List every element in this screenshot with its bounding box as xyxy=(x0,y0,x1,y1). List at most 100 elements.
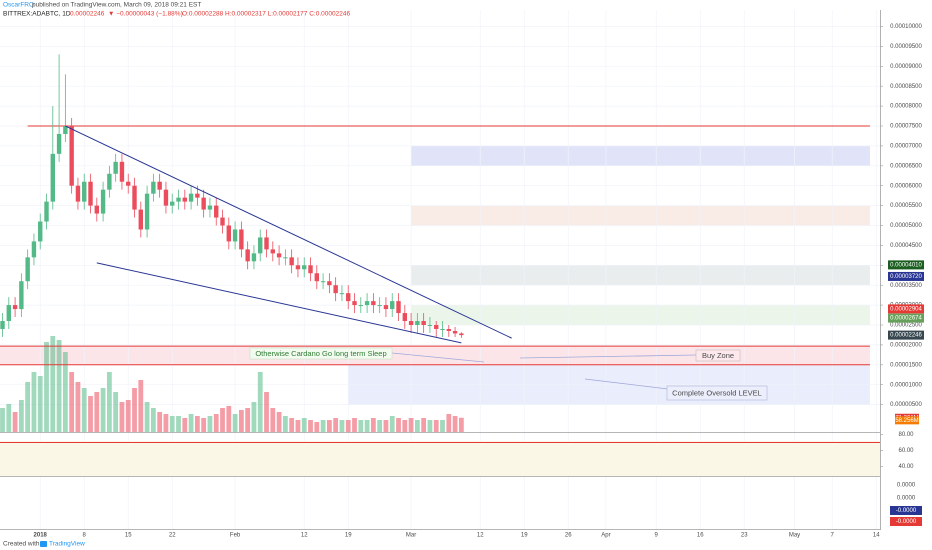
note-box xyxy=(666,385,768,401)
candle-body xyxy=(276,253,282,258)
price-badge-label: 0.00004010 xyxy=(890,262,922,268)
x-tick-label: 14 xyxy=(873,533,880,539)
candle-body xyxy=(38,221,43,242)
volume-bar xyxy=(138,380,144,432)
volume-bar xyxy=(113,392,119,432)
volume-bar xyxy=(408,418,414,432)
price-plot xyxy=(0,54,870,366)
header: OscarFRO published on TradingView.com, M… xyxy=(3,2,350,18)
volume-bar xyxy=(257,372,263,432)
candle-body xyxy=(295,265,301,270)
candle-body xyxy=(421,321,426,325)
volume-bar xyxy=(157,412,163,432)
candle-body xyxy=(0,321,5,329)
arrow xyxy=(391,352,485,363)
volume-badge-label: 58.256M xyxy=(895,418,918,424)
volume-bar xyxy=(132,388,137,432)
candle-body xyxy=(402,313,407,322)
volume-bar xyxy=(232,414,238,432)
volume-bar xyxy=(100,388,106,432)
volume-bar xyxy=(370,418,376,432)
candle-body xyxy=(289,257,294,266)
ohlc: O:0.00002288 H:0.00002317 L:0.00002177 C… xyxy=(182,11,350,18)
candle-body xyxy=(107,173,112,190)
candle-body xyxy=(94,205,99,214)
arrow xyxy=(519,354,697,359)
candle-body xyxy=(396,301,401,314)
candle-body xyxy=(63,126,68,134)
candle-body xyxy=(339,293,345,295)
volume-bar xyxy=(427,420,433,432)
volume-bar xyxy=(144,402,150,432)
volume-bar xyxy=(314,422,320,432)
volume-bar xyxy=(182,418,188,432)
volume-bar xyxy=(37,376,43,432)
candle-body xyxy=(138,209,143,230)
volume-bar xyxy=(383,420,389,432)
volume-bar xyxy=(25,382,31,432)
note-sleep: Otherwise Cardano Go long term Sleep xyxy=(255,349,386,358)
volume-bar xyxy=(452,416,458,432)
price-badge xyxy=(888,260,924,270)
volume-bar xyxy=(352,418,357,432)
trendline xyxy=(96,262,462,344)
candle-body xyxy=(201,197,206,210)
candle-body xyxy=(371,301,376,306)
candle-body xyxy=(270,249,275,254)
price-badge xyxy=(888,304,924,314)
volume-bar xyxy=(276,412,282,432)
zone xyxy=(0,346,870,365)
x-tick-label: 26 xyxy=(565,533,572,539)
symbol: BITTREX:ADABTC, 1D xyxy=(3,11,71,18)
volume-bar xyxy=(81,388,87,432)
y-tick-label: 0.00009000 xyxy=(890,64,922,70)
candle-body xyxy=(226,225,231,242)
axes: 0.00010000 0.00009500 0.00009000 0.00008500… xyxy=(34,24,924,539)
price-badge-label: 0.00002674 xyxy=(890,316,922,322)
price-badge-label: 0.00003720 xyxy=(890,274,922,280)
price-badge-label: 0.00002904 xyxy=(890,306,922,312)
x-tick-label: 19 xyxy=(521,533,528,539)
candle-body xyxy=(346,293,351,302)
volume-bar xyxy=(75,382,81,432)
candle-body xyxy=(446,328,451,331)
candle-body xyxy=(258,237,263,254)
volume-bar xyxy=(245,408,251,432)
volume-bar xyxy=(106,372,112,432)
x-tick-label: May xyxy=(789,533,800,539)
x-tick-label: 23 xyxy=(741,533,748,539)
y-tick-label: 0.00002000 xyxy=(890,342,922,348)
volume-bar xyxy=(251,402,257,432)
x-tick-label: 15 xyxy=(125,533,132,539)
y-tick-label: 0.00008000 xyxy=(890,104,922,110)
macd-badge xyxy=(890,517,922,526)
y-tick-label: 0.00008500 xyxy=(890,84,922,90)
volume-bar xyxy=(62,352,68,432)
y-tick-label: 0.00001500 xyxy=(890,362,922,368)
rsi-tick-label: 40.00 xyxy=(898,464,914,470)
price-badge xyxy=(888,313,924,323)
x-tick-label: Feb xyxy=(230,533,241,539)
zone xyxy=(411,205,870,226)
volume-bar xyxy=(289,418,295,432)
candle-body xyxy=(364,301,370,306)
y-tick-label: 0.00006500 xyxy=(890,163,922,169)
candle-body xyxy=(126,181,131,186)
candle-body xyxy=(170,201,175,206)
x-tick-label: 19 xyxy=(345,533,352,539)
rsi-band xyxy=(0,441,880,476)
y-tick-label: 0.00001000 xyxy=(890,382,922,388)
volume xyxy=(0,336,464,432)
last-price: 0.00002246 xyxy=(70,11,105,18)
zone xyxy=(411,305,870,325)
x-tick-label: 12 xyxy=(477,533,484,539)
candle-body xyxy=(19,281,24,310)
volume-bar xyxy=(440,420,445,432)
candle-body xyxy=(245,249,250,262)
volume-bar xyxy=(377,420,383,432)
volume-bar xyxy=(295,420,301,432)
candle-body xyxy=(283,257,288,259)
x-tick-label: Apr xyxy=(601,533,610,539)
volume-bar xyxy=(119,402,125,432)
note-oversold: Complete Oversold LEVEL xyxy=(672,388,762,397)
